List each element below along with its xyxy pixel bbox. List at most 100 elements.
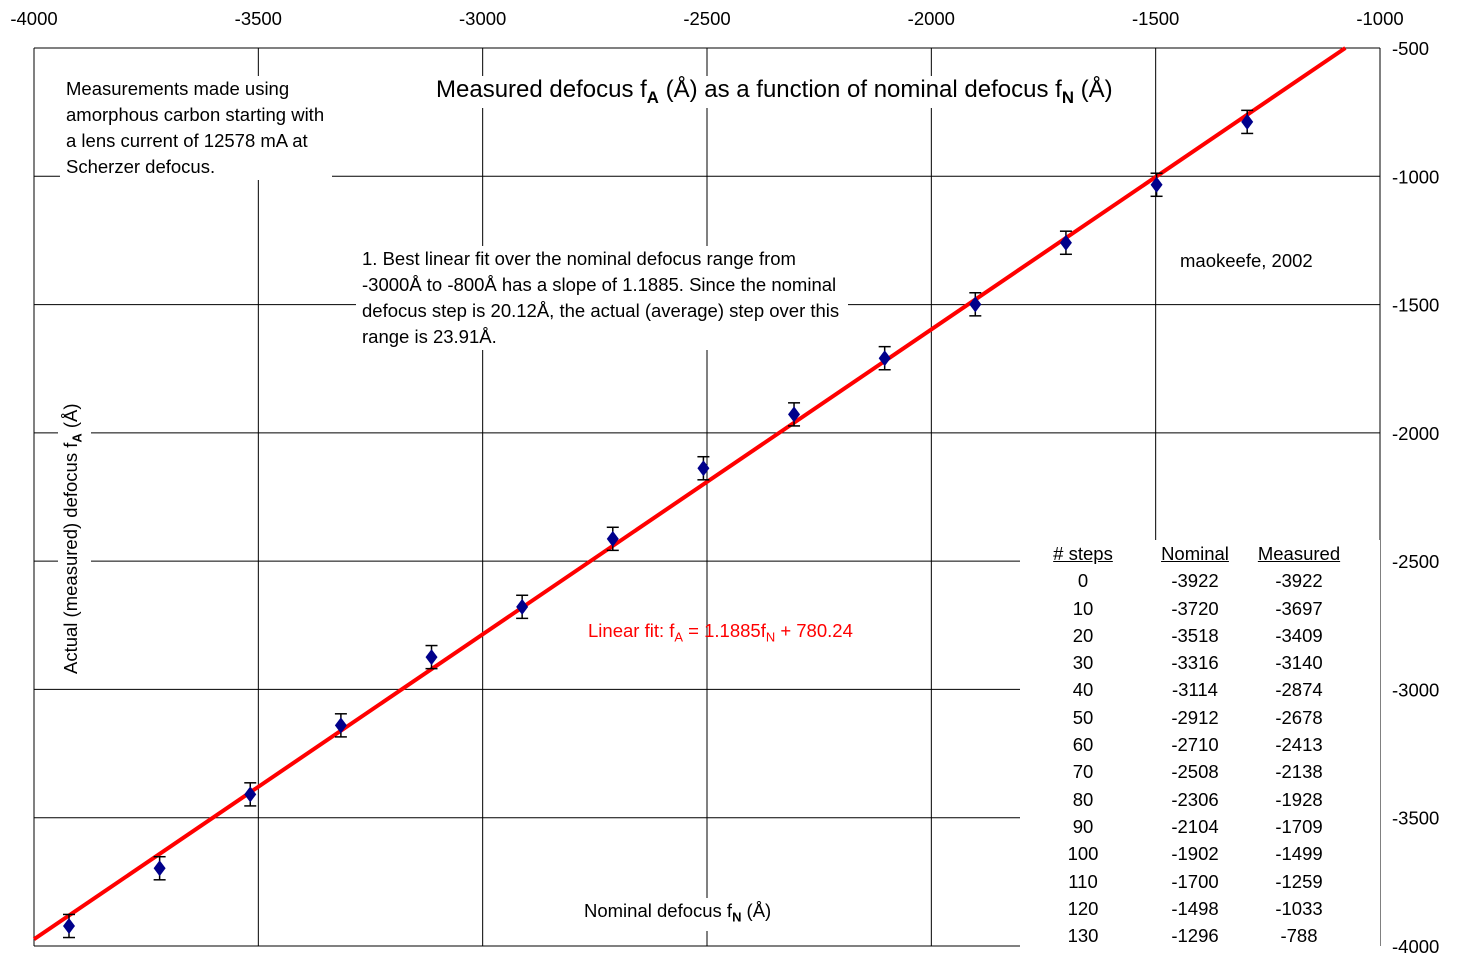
diamond-marker <box>62 917 75 934</box>
diamond-marker <box>153 860 166 877</box>
table-cell: -3316 <box>1171 652 1219 674</box>
table-row: 110 -1700 -1259 <box>1020 868 1380 895</box>
diamond-marker <box>1150 176 1163 193</box>
table-cell: -3409 <box>1275 624 1323 646</box>
data-point <box>334 713 347 738</box>
table-cell: -3697 <box>1275 597 1323 619</box>
table-row: 120 -1498 -1033 <box>1020 895 1380 922</box>
diamond-marker <box>788 406 801 423</box>
table-cell: -1259 <box>1275 870 1323 892</box>
table-cell: -3720 <box>1171 597 1219 619</box>
table-cell: 30 <box>1072 652 1094 674</box>
diamond-marker <box>244 786 257 803</box>
table-cell: -2508 <box>1171 761 1219 783</box>
table-cell: -788 <box>1280 925 1318 947</box>
y-axis-label: Actual (measured) defocus fA (Å) <box>58 399 91 678</box>
table-row: 130 -1296 -788 <box>1020 922 1380 949</box>
data-point <box>425 644 438 670</box>
table-cell: -3114 <box>1172 679 1218 701</box>
data-point <box>153 855 166 881</box>
table-cell: -1498 <box>1171 897 1219 919</box>
table-row: 50 -2912 -2678 <box>1020 704 1380 731</box>
data-point <box>1150 172 1163 198</box>
data-point <box>697 455 710 481</box>
y-tick-label: -3500 <box>1392 808 1439 829</box>
table-cell: -2874 <box>1275 679 1323 701</box>
y-tick-labels: -500 -1000 -1500 -2000 -2500 -3000 -3500 -4000 <box>1392 38 1439 957</box>
x-tick-label: -3500 <box>235 8 282 29</box>
x-tick-label: -2500 <box>683 8 730 29</box>
y-tick-label: -4000 <box>1392 936 1439 955</box>
table-cell: -1709 <box>1275 815 1323 837</box>
x-tick-label: -1500 <box>1132 8 1179 29</box>
table-cell: -2710 <box>1171 734 1219 756</box>
table-body: 0 -3922 -3922 10 -3720 -3697 20 -3518 -3409 30 -33… <box>1020 567 1380 949</box>
data-point <box>244 782 257 807</box>
diamond-marker <box>425 649 438 666</box>
table-cell: 130 <box>1067 925 1099 947</box>
table-cell: -1499 <box>1275 843 1323 865</box>
table-cell: 90 <box>1072 815 1094 837</box>
y-tick-label: -2500 <box>1392 551 1439 572</box>
diamond-marker <box>697 460 710 477</box>
table-row: 0 -3922 -3922 <box>1020 567 1380 594</box>
table-header-nominal: Nominal <box>1161 543 1229 564</box>
table-cell: -1700 <box>1171 870 1219 892</box>
credit-label: maokeefe, 2002 <box>1180 250 1313 271</box>
table-cell: -3518 <box>1171 624 1219 646</box>
table-cell: -2104 <box>1171 815 1219 837</box>
table-cell: 40 <box>1072 679 1094 701</box>
table-cell: -1902 <box>1171 843 1219 865</box>
table-cell: 120 <box>1067 897 1099 919</box>
y-tick-label: -2000 <box>1392 423 1439 444</box>
data-point <box>62 913 75 939</box>
table-row: 100 -1902 -1499 <box>1020 840 1380 867</box>
data-point <box>1059 230 1072 256</box>
table-cell: -3922 <box>1275 570 1323 592</box>
diamond-marker <box>1059 234 1072 251</box>
diamond-marker <box>1241 113 1254 130</box>
table-cell: 80 <box>1072 788 1094 810</box>
table-cell: -2138 <box>1275 761 1323 783</box>
table-row: 20 -3518 -3409 <box>1020 622 1380 649</box>
table-cell: 60 <box>1072 734 1094 756</box>
y-tick-label: -1500 <box>1392 295 1439 316</box>
chart-title: Measured defocus fA (Å) as a function of… <box>434 76 1115 108</box>
table-cell: -2678 <box>1275 706 1323 728</box>
table-header-steps: # steps <box>1053 543 1113 564</box>
table-row: 30 -3316 -3140 <box>1020 649 1380 676</box>
data-point <box>516 594 529 620</box>
table-cell: 20 <box>1072 624 1094 646</box>
x-tick-label: -2000 <box>908 8 955 29</box>
table-cell: -1033 <box>1275 897 1323 919</box>
table-cell: -3922 <box>1171 570 1219 592</box>
diamond-marker <box>878 350 891 367</box>
table-cell: 110 <box>1068 870 1098 892</box>
fit-note: 1. Best linear fit over the nominal defo… <box>356 246 848 350</box>
measurement-note: Measurements made using amorphous carbon… <box>60 76 332 180</box>
fit-equation-label: Linear fit: fA = 1.1885fN + 780.24 <box>588 620 853 645</box>
table-row: 60 -2710 -2413 <box>1020 731 1380 758</box>
diamond-marker <box>969 296 982 313</box>
data-table: # steps Nominal Measured 0 -3922 -3922 10 -3… <box>1020 540 1380 950</box>
table-cell: 50 <box>1072 706 1094 728</box>
table-cell: 0 <box>1077 570 1089 592</box>
table-cell: -2306 <box>1171 788 1219 810</box>
diamond-marker <box>516 598 529 615</box>
diamond-marker <box>334 717 347 734</box>
diamond-marker <box>606 530 619 547</box>
table-cell: -1928 <box>1275 788 1323 810</box>
table-row: 10 -3720 -3697 <box>1020 595 1380 622</box>
table-cell: -2912 <box>1171 706 1219 728</box>
table-cell: 10 <box>1072 597 1094 619</box>
data-point <box>1241 109 1254 135</box>
y-tick-label: -3000 <box>1392 679 1439 700</box>
table-row: 90 -2104 -1709 <box>1020 813 1380 840</box>
y-tick-label: -1000 <box>1392 166 1439 187</box>
data-point <box>969 292 982 317</box>
y-tick-label: -500 <box>1392 38 1429 59</box>
table-cell: 70 <box>1072 761 1094 783</box>
table-row: 70 -2508 -2138 <box>1020 758 1380 785</box>
table-header: # steps Nominal Measured <box>1020 540 1380 567</box>
